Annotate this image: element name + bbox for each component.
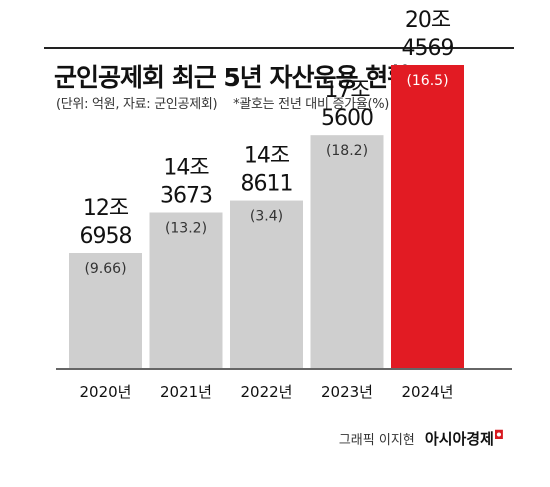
credit: 그래픽 이지현 아시아경제◘ bbox=[339, 428, 504, 449]
x-tick-label: 2020년 bbox=[80, 383, 132, 401]
chart-subtitle: (단위: 억원, 자료: 군인공제회) *괄호는 전년 대비 증가율(%) bbox=[56, 93, 401, 112]
x-tick-label: 2022년 bbox=[241, 383, 293, 401]
bar bbox=[69, 253, 142, 368]
brand-mark-icon: ◘ bbox=[493, 428, 504, 442]
brand-name: 아시아경제 bbox=[424, 430, 494, 448]
value-label: 8611 bbox=[241, 172, 293, 197]
value-label: 3673 bbox=[160, 184, 212, 209]
growth-label: (13.2) bbox=[165, 221, 207, 237]
growth-label: (9.66) bbox=[84, 261, 126, 277]
value-label: 17조 bbox=[324, 78, 370, 103]
bar bbox=[391, 65, 464, 368]
x-tick-label: 2024년 bbox=[402, 383, 454, 401]
growth-label: (3.4) bbox=[250, 209, 283, 225]
chart-title: 군인공제회 최근 5년 자산운용 현황 bbox=[54, 63, 410, 92]
value-label: 14조 bbox=[163, 156, 209, 181]
x-tick-label: 2023년 bbox=[321, 383, 373, 401]
growth-label: (18.2) bbox=[326, 143, 368, 159]
growth-label: (16.5) bbox=[406, 73, 448, 89]
value-label: 12조 bbox=[83, 196, 129, 221]
paren-note: *괄호는 전년 대비 증가율(%) bbox=[233, 97, 390, 112]
bar bbox=[310, 135, 384, 368]
bar bbox=[230, 200, 303, 368]
value-label: 5600 bbox=[321, 106, 373, 131]
bar bbox=[149, 212, 223, 368]
value-label: 4569 bbox=[402, 36, 454, 61]
top-rule bbox=[44, 47, 514, 49]
graphic-credit: 그래픽 이지현 bbox=[338, 433, 415, 448]
value-label: 14조 bbox=[244, 144, 290, 169]
value-label: 20조 bbox=[405, 8, 451, 33]
x-tick-label: 2021년 bbox=[160, 383, 212, 401]
unit-note: (단위: 억원, 자료: 군인공제회) bbox=[56, 97, 218, 112]
value-label: 6958 bbox=[80, 224, 132, 249]
brand-logo: 아시아경제◘ bbox=[424, 428, 504, 448]
